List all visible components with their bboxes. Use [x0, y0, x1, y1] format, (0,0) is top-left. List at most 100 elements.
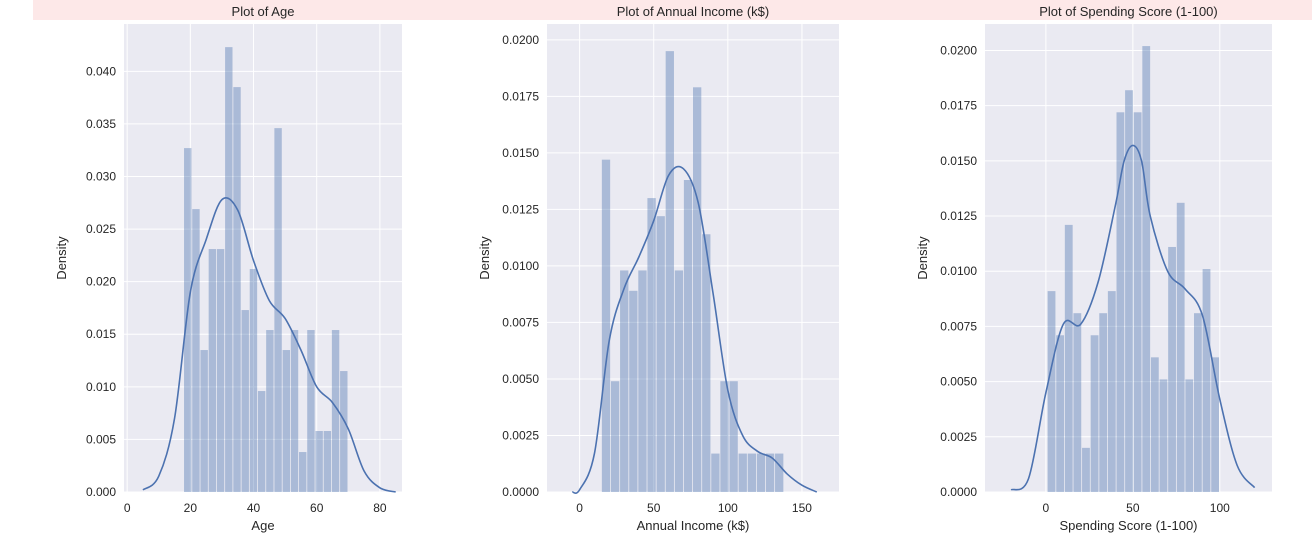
histogram-bar: [683, 180, 693, 492]
histogram-bar: [1125, 90, 1133, 493]
histogram-bar: [1142, 46, 1151, 492]
histogram-bar: [323, 431, 332, 492]
histogram-bar: [738, 453, 747, 492]
y-axis-label: Density: [477, 236, 492, 280]
histogram-bar: [184, 148, 192, 492]
x-tick-label: 0: [124, 501, 131, 515]
y-tick-label: 0.005: [86, 432, 116, 446]
y-tick-label: 0.0150: [502, 146, 539, 160]
histogram-bar: [1099, 313, 1108, 492]
x-axis-label: Age: [251, 518, 274, 533]
histogram-bar: [233, 87, 241, 492]
histogram-bar: [756, 453, 766, 492]
y-tick-label: 0.0100: [940, 264, 977, 278]
histogram-bar: [765, 453, 775, 492]
y-tick-label: 0.010: [86, 380, 116, 394]
y-tick-label: 0.0175: [940, 99, 977, 113]
y-tick-label: 0.025: [86, 222, 116, 236]
histogram-bar: [1185, 379, 1194, 492]
histogram-bar: [1107, 291, 1116, 492]
histogram-bar: [225, 47, 233, 492]
histogram-bar: [192, 209, 200, 493]
histogram-bar: [1150, 357, 1159, 492]
x-tick-label: 150: [792, 501, 812, 515]
histogram-bar: [656, 216, 665, 492]
histogram-bar: [340, 371, 348, 492]
histogram-bar: [720, 381, 729, 492]
x-tick-label: 40: [247, 501, 261, 515]
histogram-bar: [1056, 335, 1065, 492]
histogram-bar: [1133, 112, 1142, 493]
histogram-bar: [307, 330, 315, 492]
y-tick-label: 0.0025: [502, 428, 539, 442]
histogram-bar: [1176, 202, 1185, 492]
y-axis-label: Density: [915, 236, 930, 280]
x-tick-label: 80: [373, 501, 387, 515]
histogram-bar: [1073, 313, 1082, 492]
y-tick-label: 0.0200: [502, 33, 539, 47]
histogram-bar: [665, 51, 674, 493]
histogram-bar: [775, 453, 784, 492]
chart-title: Plot of Spending Score (1-100): [1039, 4, 1218, 19]
histogram-bar: [638, 270, 647, 492]
histogram-bar: [1193, 313, 1202, 492]
plot-area: [985, 24, 1272, 492]
y-tick-label: 0.030: [86, 169, 116, 183]
histogram-bar: [693, 87, 702, 492]
x-axis-label: Spending Score (1-100): [1059, 518, 1197, 533]
y-tick-label: 0.0175: [502, 89, 539, 103]
x-tick-label: 0: [576, 501, 583, 515]
y-tick-label: 0.0075: [940, 319, 977, 333]
chart-panel-2: 0.0000 0.0025 0.0050 0.0075 0.0100 0.0125 0.01…: [477, 4, 839, 533]
histogram-bar: [282, 350, 290, 492]
y-tick-label: 0.0025: [940, 430, 977, 444]
y-tick-label: 0.0125: [940, 209, 977, 223]
y-tick-label: 0.0200: [940, 43, 977, 57]
kde-line: [571, 165, 818, 494]
histogram-bar: [747, 453, 757, 492]
kde-line: [1010, 144, 1256, 491]
plot-area: [124, 24, 402, 492]
histogram-bar: [1202, 269, 1211, 492]
histogram-bar: [331, 330, 340, 492]
chart-panel-1: 0.000 0.005 0.010 0.015 0.020 0.025 0.030 0.035…: [54, 4, 402, 533]
histogram-bar: [702, 234, 711, 492]
histogram-bar: [674, 270, 684, 492]
histogram-bar: [1064, 224, 1073, 493]
histogram-bar: [647, 198, 656, 492]
kde-line: [142, 196, 396, 493]
y-tick-label: 0.040: [86, 64, 116, 78]
histogram-bar: [1116, 112, 1125, 493]
y-tick-label: 0.0050: [502, 372, 539, 386]
x-axis-label: Annual Income (k$): [637, 518, 750, 533]
histogram-bar: [266, 330, 274, 492]
histogram-bar: [299, 452, 307, 492]
x-tick-label: 100: [1210, 501, 1230, 515]
histogram-bar: [1168, 246, 1176, 492]
histogram-bar: [729, 381, 738, 492]
histogram-bar: [290, 330, 299, 492]
chart-title: Plot of Annual Income (k$): [617, 4, 769, 19]
histogram-bar: [711, 453, 720, 492]
histogram-bar: [1211, 357, 1220, 492]
plot-area: [547, 24, 839, 492]
y-tick-label: 0.000: [86, 485, 116, 499]
histogram-bar: [1082, 447, 1090, 492]
histogram-bar: [620, 270, 629, 492]
y-tick-label: 0.015: [86, 327, 116, 341]
histogram-bar: [629, 290, 638, 492]
histogram-bar: [1090, 335, 1099, 492]
top-banner: [33, 0, 1312, 20]
histogram-bar: [315, 431, 323, 492]
y-tick-label: 0.020: [86, 275, 116, 289]
chart-panel-3: 0.0000 0.0025 0.0050 0.0075 0.0100 0.0125 0.01…: [915, 4, 1272, 533]
x-tick-label: 0: [1043, 501, 1050, 515]
histogram-bar: [249, 269, 258, 492]
y-tick-label: 0.0000: [940, 485, 977, 499]
x-tick-label: 60: [310, 501, 324, 515]
chart-title: Plot of Age: [232, 4, 295, 19]
y-tick-label: 0.0150: [940, 154, 977, 168]
histogram-bar: [216, 249, 225, 492]
histogram-bar: [1047, 291, 1056, 492]
